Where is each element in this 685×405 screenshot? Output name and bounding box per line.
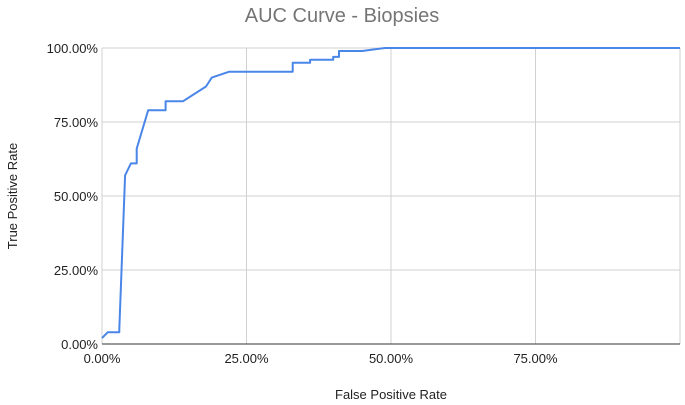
y-tick-label: 75.00% bbox=[54, 115, 99, 130]
x-tick-labels: 0.00% 25.00% 50.00% 75.00% bbox=[84, 351, 558, 366]
chart-title: AUC Curve - Biopsies bbox=[245, 5, 440, 27]
y-tick-label: 100.00% bbox=[47, 41, 99, 56]
y-tick-labels: 0.00% 25.00% 50.00% 75.00% 100.00% bbox=[47, 41, 99, 352]
y-tick-label: 0.00% bbox=[61, 337, 98, 352]
y-axis-label: True Positive Rate bbox=[5, 143, 20, 249]
x-axis-label: False Positive Rate bbox=[335, 387, 447, 402]
x-tick-label: 25.00% bbox=[224, 351, 269, 366]
series-layer bbox=[101, 47, 680, 339]
y-tick-label: 50.00% bbox=[54, 189, 99, 204]
roc-curve-line bbox=[101, 47, 680, 339]
x-tick-label: 75.00% bbox=[513, 351, 558, 366]
x-tick-label: 50.00% bbox=[369, 351, 414, 366]
y-tick-label: 25.00% bbox=[54, 263, 99, 278]
x-tick-label: 0.00% bbox=[84, 351, 121, 366]
